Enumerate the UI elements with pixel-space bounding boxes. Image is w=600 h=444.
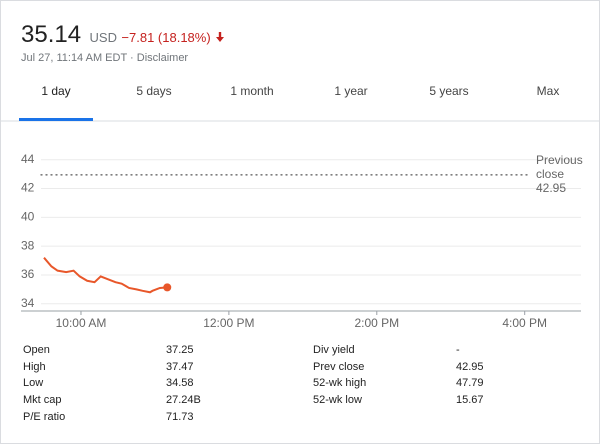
tab[interactable]: Max: [536, 84, 560, 98]
stat-label: P/E ratio: [23, 411, 66, 423]
x-tick-label: 4:00 PM: [502, 316, 547, 330]
change: −7.81 (18.18%): [121, 30, 211, 45]
reference-label: Previous close: [536, 153, 583, 181]
tab-underline: [19, 118, 93, 121]
y-tick-label: 36: [21, 267, 35, 281]
stat-label: High: [23, 361, 46, 373]
currency: USD: [89, 30, 117, 45]
stat-label: Mkt cap: [23, 394, 62, 406]
stat-label: 52-wk high: [313, 377, 367, 389]
stat-value: 71.73: [166, 411, 194, 423]
y-tick-label: 42: [21, 181, 35, 195]
price: 35.14: [21, 21, 82, 48]
stat-label: Open: [23, 344, 50, 356]
stat-value: 34.58: [166, 377, 194, 389]
tab[interactable]: 1 year: [334, 84, 368, 98]
y-tick-label: 38: [21, 238, 35, 252]
timestamp: Jul 27, 11:14 AM EDT · Disclaimer: [21, 52, 189, 64]
x-tick-label: 2:00 PM: [354, 316, 399, 330]
quote-line: 35.14 USD −7.81 (18.18%): [21, 21, 225, 49]
y-tick-label: 34: [21, 296, 35, 310]
tab[interactable]: 1 day: [41, 84, 71, 98]
x-tick-label: 10:00 AM: [56, 316, 107, 330]
stat-value: 47.79: [456, 377, 484, 389]
stat-label: 52-wk low: [313, 394, 362, 406]
tab[interactable]: 1 month: [230, 84, 274, 98]
stat-value: 37.25: [166, 344, 194, 356]
stat-label: Prev close: [313, 361, 365, 373]
y-tick-label: 44: [21, 152, 35, 166]
y-tick-label: 40: [21, 210, 35, 224]
stat-value: 27.24B: [166, 394, 201, 406]
price-line: [43, 257, 168, 294]
down-arrow: [216, 32, 225, 42]
stat-label: Div yield: [313, 344, 355, 356]
last-point: [163, 283, 172, 292]
tab[interactable]: 5 years: [429, 84, 469, 98]
stat-value: -: [456, 344, 460, 356]
reference-value: 42.95: [536, 181, 567, 195]
stat-value: 42.95: [456, 361, 484, 373]
stat-value: 37.47: [166, 361, 194, 373]
x-tick-label: 12:00 PM: [203, 316, 254, 330]
stat-value: 15.67: [456, 394, 484, 406]
stat-label: Low: [23, 377, 44, 389]
tab[interactable]: 5 days: [136, 84, 172, 98]
